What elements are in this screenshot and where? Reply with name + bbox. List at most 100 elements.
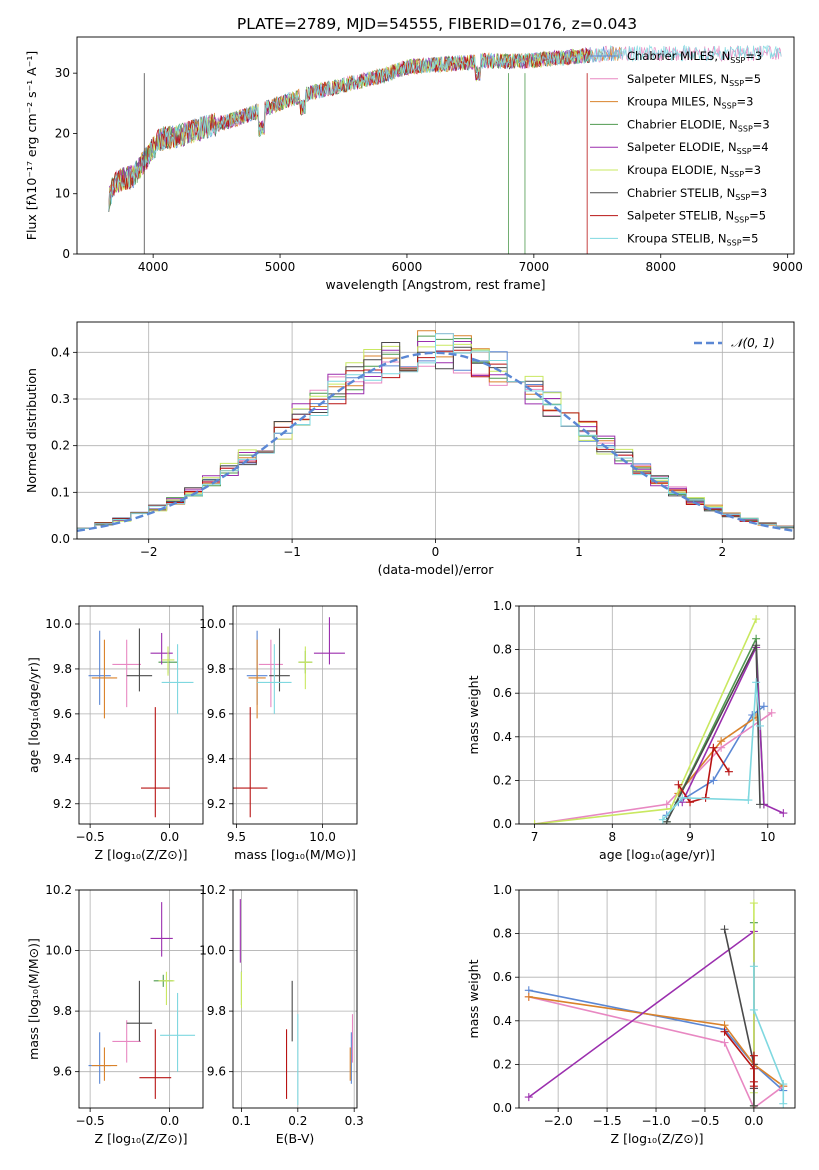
series-marker-1 bbox=[662, 800, 671, 809]
legend-subscript: SSP bbox=[729, 170, 744, 179]
x-tick-label: −1.5 bbox=[593, 1114, 622, 1128]
y-tick-label: 0.8 bbox=[493, 643, 512, 657]
legend-entry-label: Chabrier ELODIE, NSSP=3 bbox=[627, 117, 770, 133]
legend-subscript: SSP bbox=[722, 102, 737, 111]
series-line-0 bbox=[528, 989, 784, 1092]
series-marker-5 bbox=[749, 899, 758, 908]
plot-area bbox=[88, 902, 196, 1099]
y-tick-label: 9.8 bbox=[207, 1004, 226, 1018]
legend-nssp: =5 bbox=[742, 231, 759, 245]
y-tick-label: 10.0 bbox=[45, 944, 72, 958]
y-tick-label: 1.0 bbox=[493, 883, 512, 897]
x-tick-label: 0.0 bbox=[160, 830, 179, 844]
legend-entry-label: Kroupa MILES, NSSP=3 bbox=[627, 95, 753, 111]
legend-entry-label: Salpeter MILES, NSSP=5 bbox=[627, 72, 761, 88]
series-line-1 bbox=[528, 996, 784, 1108]
y-tick-label: 9.2 bbox=[53, 797, 72, 811]
series-marker-8 bbox=[749, 962, 758, 971]
series-marker-7 bbox=[724, 767, 733, 776]
y-tick-label: 10.2 bbox=[199, 883, 226, 897]
x-tick-label: 10.0 bbox=[309, 830, 336, 844]
x-tick-label: 2 bbox=[718, 545, 726, 559]
series-marker-0 bbox=[759, 702, 768, 711]
x-axis-label: Z [log₁₀(Z/Z⊙)] bbox=[95, 1131, 188, 1146]
series-marker-6 bbox=[752, 641, 761, 650]
x-axis-label: wavelength [Angstrom, rest frame] bbox=[325, 277, 545, 292]
axes-frame bbox=[232, 605, 358, 825]
series-line-6 bbox=[723, 929, 755, 1106]
x-tick-label: 0.2 bbox=[288, 1114, 307, 1128]
legend-entry-label: Chabrier MILES, NSSP=3 bbox=[627, 49, 762, 65]
legend-nssp: =4 bbox=[752, 140, 769, 154]
series-marker-2 bbox=[524, 992, 533, 1001]
legend-nssp: =3 bbox=[744, 163, 761, 177]
y-tick-label: 9.6 bbox=[53, 1065, 72, 1079]
y-tick-label: 0.6 bbox=[493, 686, 512, 700]
axes-frame bbox=[518, 889, 796, 1109]
y-tick-label: 0.2 bbox=[51, 439, 70, 453]
x-tick-label: 0.0 bbox=[160, 1114, 179, 1128]
spectrum-line-7 bbox=[108, 47, 591, 212]
normal-curve bbox=[77, 351, 794, 532]
x-axis-label: mass [log₁₀(M/M⊙)] bbox=[234, 847, 356, 862]
panel-spectrum: 4000 5000 6000 7000 8000 9000 0 10 20 30 wavelengt… bbox=[24, 36, 803, 292]
x-tick-label: 4000 bbox=[138, 260, 169, 274]
series-marker-5 bbox=[752, 615, 761, 624]
series-marker-6 bbox=[720, 925, 729, 934]
x-axis-label: Z [log₁₀(Z/Z⊙)] bbox=[95, 847, 188, 862]
y-tick-label: 0.4 bbox=[493, 1014, 512, 1028]
y-tick-label: 9.2 bbox=[207, 797, 226, 811]
plot-area bbox=[88, 628, 194, 818]
series-line-4 bbox=[528, 929, 755, 1098]
y-axis-label: Flux [fλ10⁻¹⁷ erg cm⁻² s⁻¹ A⁻¹] bbox=[24, 51, 39, 240]
series-marker-6 bbox=[756, 800, 765, 809]
panel-age-vs-mass: 9.5 10.0 9.2 9.4 9.6 9.8 10.0 mass [log₁₀(M/M⊙)… bbox=[199, 605, 358, 862]
series-marker-7 bbox=[749, 1051, 758, 1060]
x-tick-label: 6000 bbox=[392, 260, 423, 274]
axes-frame bbox=[76, 36, 795, 255]
y-tick-label: 9.8 bbox=[53, 1004, 72, 1018]
plot-area bbox=[233, 617, 345, 818]
series-marker-4 bbox=[779, 809, 788, 818]
y-tick-label: 0 bbox=[62, 247, 70, 261]
axes-frame bbox=[76, 321, 795, 540]
axes-frame bbox=[78, 605, 204, 825]
legend-subscript: SSP bbox=[729, 79, 744, 88]
y-tick-label: 0.8 bbox=[493, 927, 512, 941]
y-tick-label: 0.0 bbox=[493, 817, 512, 831]
x-tick-label: −1.0 bbox=[641, 1114, 670, 1128]
y-tick-label: 9.8 bbox=[207, 662, 226, 676]
plot-area bbox=[77, 330, 794, 532]
x-tick-label: 8000 bbox=[645, 260, 676, 274]
x-tick-label: 1 bbox=[575, 545, 583, 559]
y-tick-label: 9.6 bbox=[207, 707, 226, 721]
y-tick-label: 0.0 bbox=[493, 1101, 512, 1115]
series-marker-8 bbox=[678, 793, 687, 802]
legend-nssp: =3 bbox=[753, 117, 770, 131]
y-tick-label: 9.4 bbox=[207, 752, 226, 766]
series-marker-8 bbox=[658, 815, 667, 824]
legend-nssp: =3 bbox=[737, 95, 754, 109]
spectrum-line-8 bbox=[108, 44, 782, 212]
y-tick-label: 30 bbox=[55, 66, 70, 80]
x-tick-label: 0.0 bbox=[744, 1114, 763, 1128]
series-line-8 bbox=[753, 966, 785, 1104]
y-tick-label: 0.2 bbox=[493, 773, 512, 787]
panel-mass-vs-ebv: 0.1 0.2 0.3 9.6 9.8 10.0 10.2 E(B-V) bbox=[199, 883, 363, 1146]
series-marker-7 bbox=[749, 1064, 758, 1073]
x-tick-label: 7 bbox=[531, 830, 539, 844]
plot-area bbox=[524, 899, 788, 1108]
x-tick-label: 7000 bbox=[519, 260, 550, 274]
y-tick-label: 1.0 bbox=[493, 599, 512, 613]
plot-area bbox=[530, 615, 788, 824]
x-tick-label: 0.3 bbox=[345, 1114, 364, 1128]
series-marker-1 bbox=[720, 1038, 729, 1047]
panel-massweight-vs-z: −2.0 −1.5 −1.0 −0.5 0.0 0.0 0.2 0.4 0.6 0.8 1.0 Z [… bbox=[466, 883, 796, 1146]
series-marker-0 bbox=[709, 776, 718, 785]
series-line-6 bbox=[665, 644, 761, 823]
x-axis-label: age [log₁₀(age/yr)] bbox=[599, 847, 715, 862]
panel-massweight-vs-age: 7 8 9 10 0.0 0.2 0.4 0.6 0.8 1.0 age [log₁₀(age/yr… bbox=[466, 599, 796, 862]
x-tick-label: −0.5 bbox=[690, 1114, 719, 1128]
y-tick-label: 10.0 bbox=[199, 617, 226, 631]
